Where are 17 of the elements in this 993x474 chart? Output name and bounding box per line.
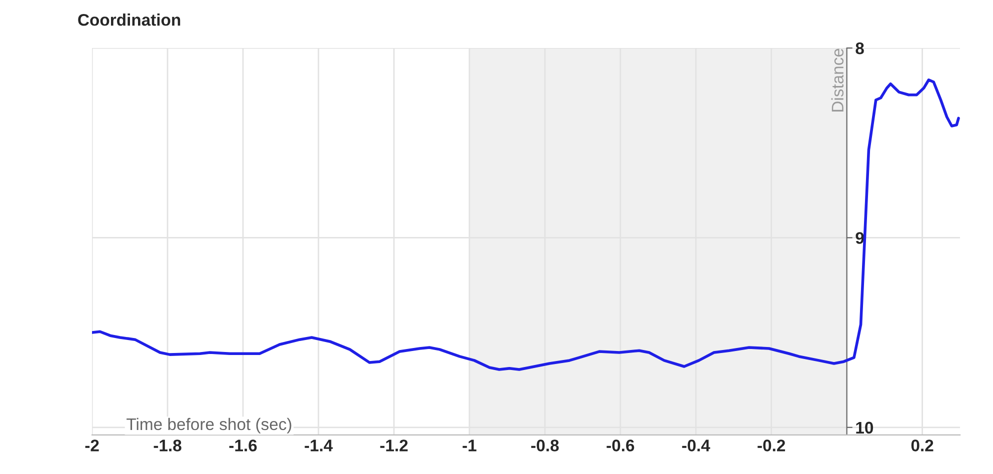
x-tick-label: -1.4 <box>304 440 333 452</box>
y-tick-label: 9 <box>856 232 864 244</box>
x-tick-label: -1 <box>462 440 476 452</box>
x-tick-label: -1.8 <box>154 440 182 452</box>
x-tick-label: -0.2 <box>758 440 786 452</box>
y-axis-title: Distance <box>831 48 844 112</box>
x-tick-label: -2 <box>85 440 99 452</box>
x-tick-label: -0.8 <box>531 440 559 452</box>
chart-title: Coordination <box>78 14 180 26</box>
x-tick-label: -0.4 <box>682 440 710 452</box>
y-tick-label: 8 <box>856 42 864 54</box>
x-tick-label: -1.2 <box>380 440 408 452</box>
x-tick-label: -1.6 <box>229 440 257 452</box>
x-axis-title: Time before shot (sec) <box>126 418 292 434</box>
x-tick-label: 0.2 <box>911 440 934 452</box>
x-tick-label: -0.6 <box>606 440 634 452</box>
y-tick-label: 10 <box>856 422 874 434</box>
